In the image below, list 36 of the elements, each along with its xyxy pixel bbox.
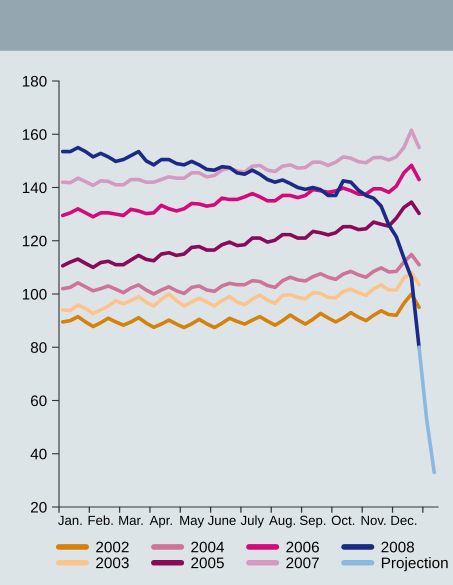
x-tick-label: Apr.	[150, 516, 172, 528]
x-tick-label: Aug.	[269, 516, 295, 528]
legend-label: 2007	[286, 557, 319, 568]
x-tick-label: Dec.	[391, 516, 416, 526]
y-tick-label: 20	[30, 502, 47, 513]
x-tick-label: Mar.	[119, 516, 143, 526]
legend-label: 2002	[96, 542, 129, 552]
line-series	[60, 270, 421, 316]
x-tick-label: Oct.	[332, 516, 354, 526]
y-tick-label: 140	[22, 182, 47, 194]
legend-label: 2005	[191, 557, 224, 568]
x-tick-label: July	[240, 515, 264, 528]
y-tick-label: 80	[30, 342, 47, 353]
x-tick-label: Jan.	[58, 516, 82, 526]
y-tick-label: 40	[30, 448, 47, 460]
y-tick-label: 60	[30, 395, 47, 406]
x-tick-label: June	[208, 516, 236, 526]
y-tick-label: 100	[22, 288, 47, 300]
x-tick-label: Nov.	[362, 516, 386, 526]
legend-label: 2004	[191, 542, 224, 552]
legend-label: 2003	[96, 557, 129, 568]
x-tick-label: Sep.	[300, 516, 326, 528]
line-series	[60, 164, 421, 219]
line-series	[60, 252, 421, 296]
legend-label: 2006	[286, 542, 319, 552]
line-series	[60, 200, 421, 270]
line-series	[60, 128, 421, 188]
x-tick-label: May	[180, 516, 204, 528]
line-series	[60, 146, 421, 350]
y-tick-label: 180	[22, 76, 47, 87]
x-tick-label: Feb.	[88, 515, 113, 526]
legend-label: 2008	[381, 542, 414, 552]
y-tick-label: 120	[22, 236, 47, 246]
legend-label: Projection	[382, 557, 448, 572]
line-series	[60, 292, 421, 330]
y-tick-label: 160	[22, 129, 47, 140]
